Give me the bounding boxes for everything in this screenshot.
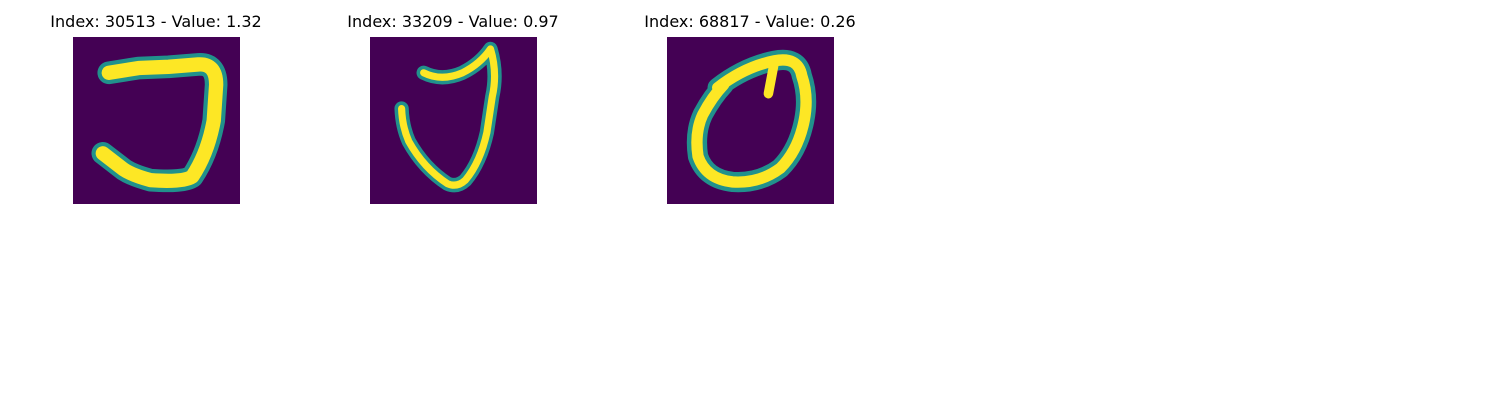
panel-title: Index: 30513 - Value: 1.32 [50, 12, 262, 31]
digit-image-check [370, 37, 537, 204]
digit-image-hook [73, 37, 240, 204]
digit-image-loop [667, 37, 834, 204]
panel-title: Index: 68817 - Value: 0.26 [644, 12, 856, 31]
panel-title: Index: 33209 - Value: 0.97 [347, 12, 559, 31]
